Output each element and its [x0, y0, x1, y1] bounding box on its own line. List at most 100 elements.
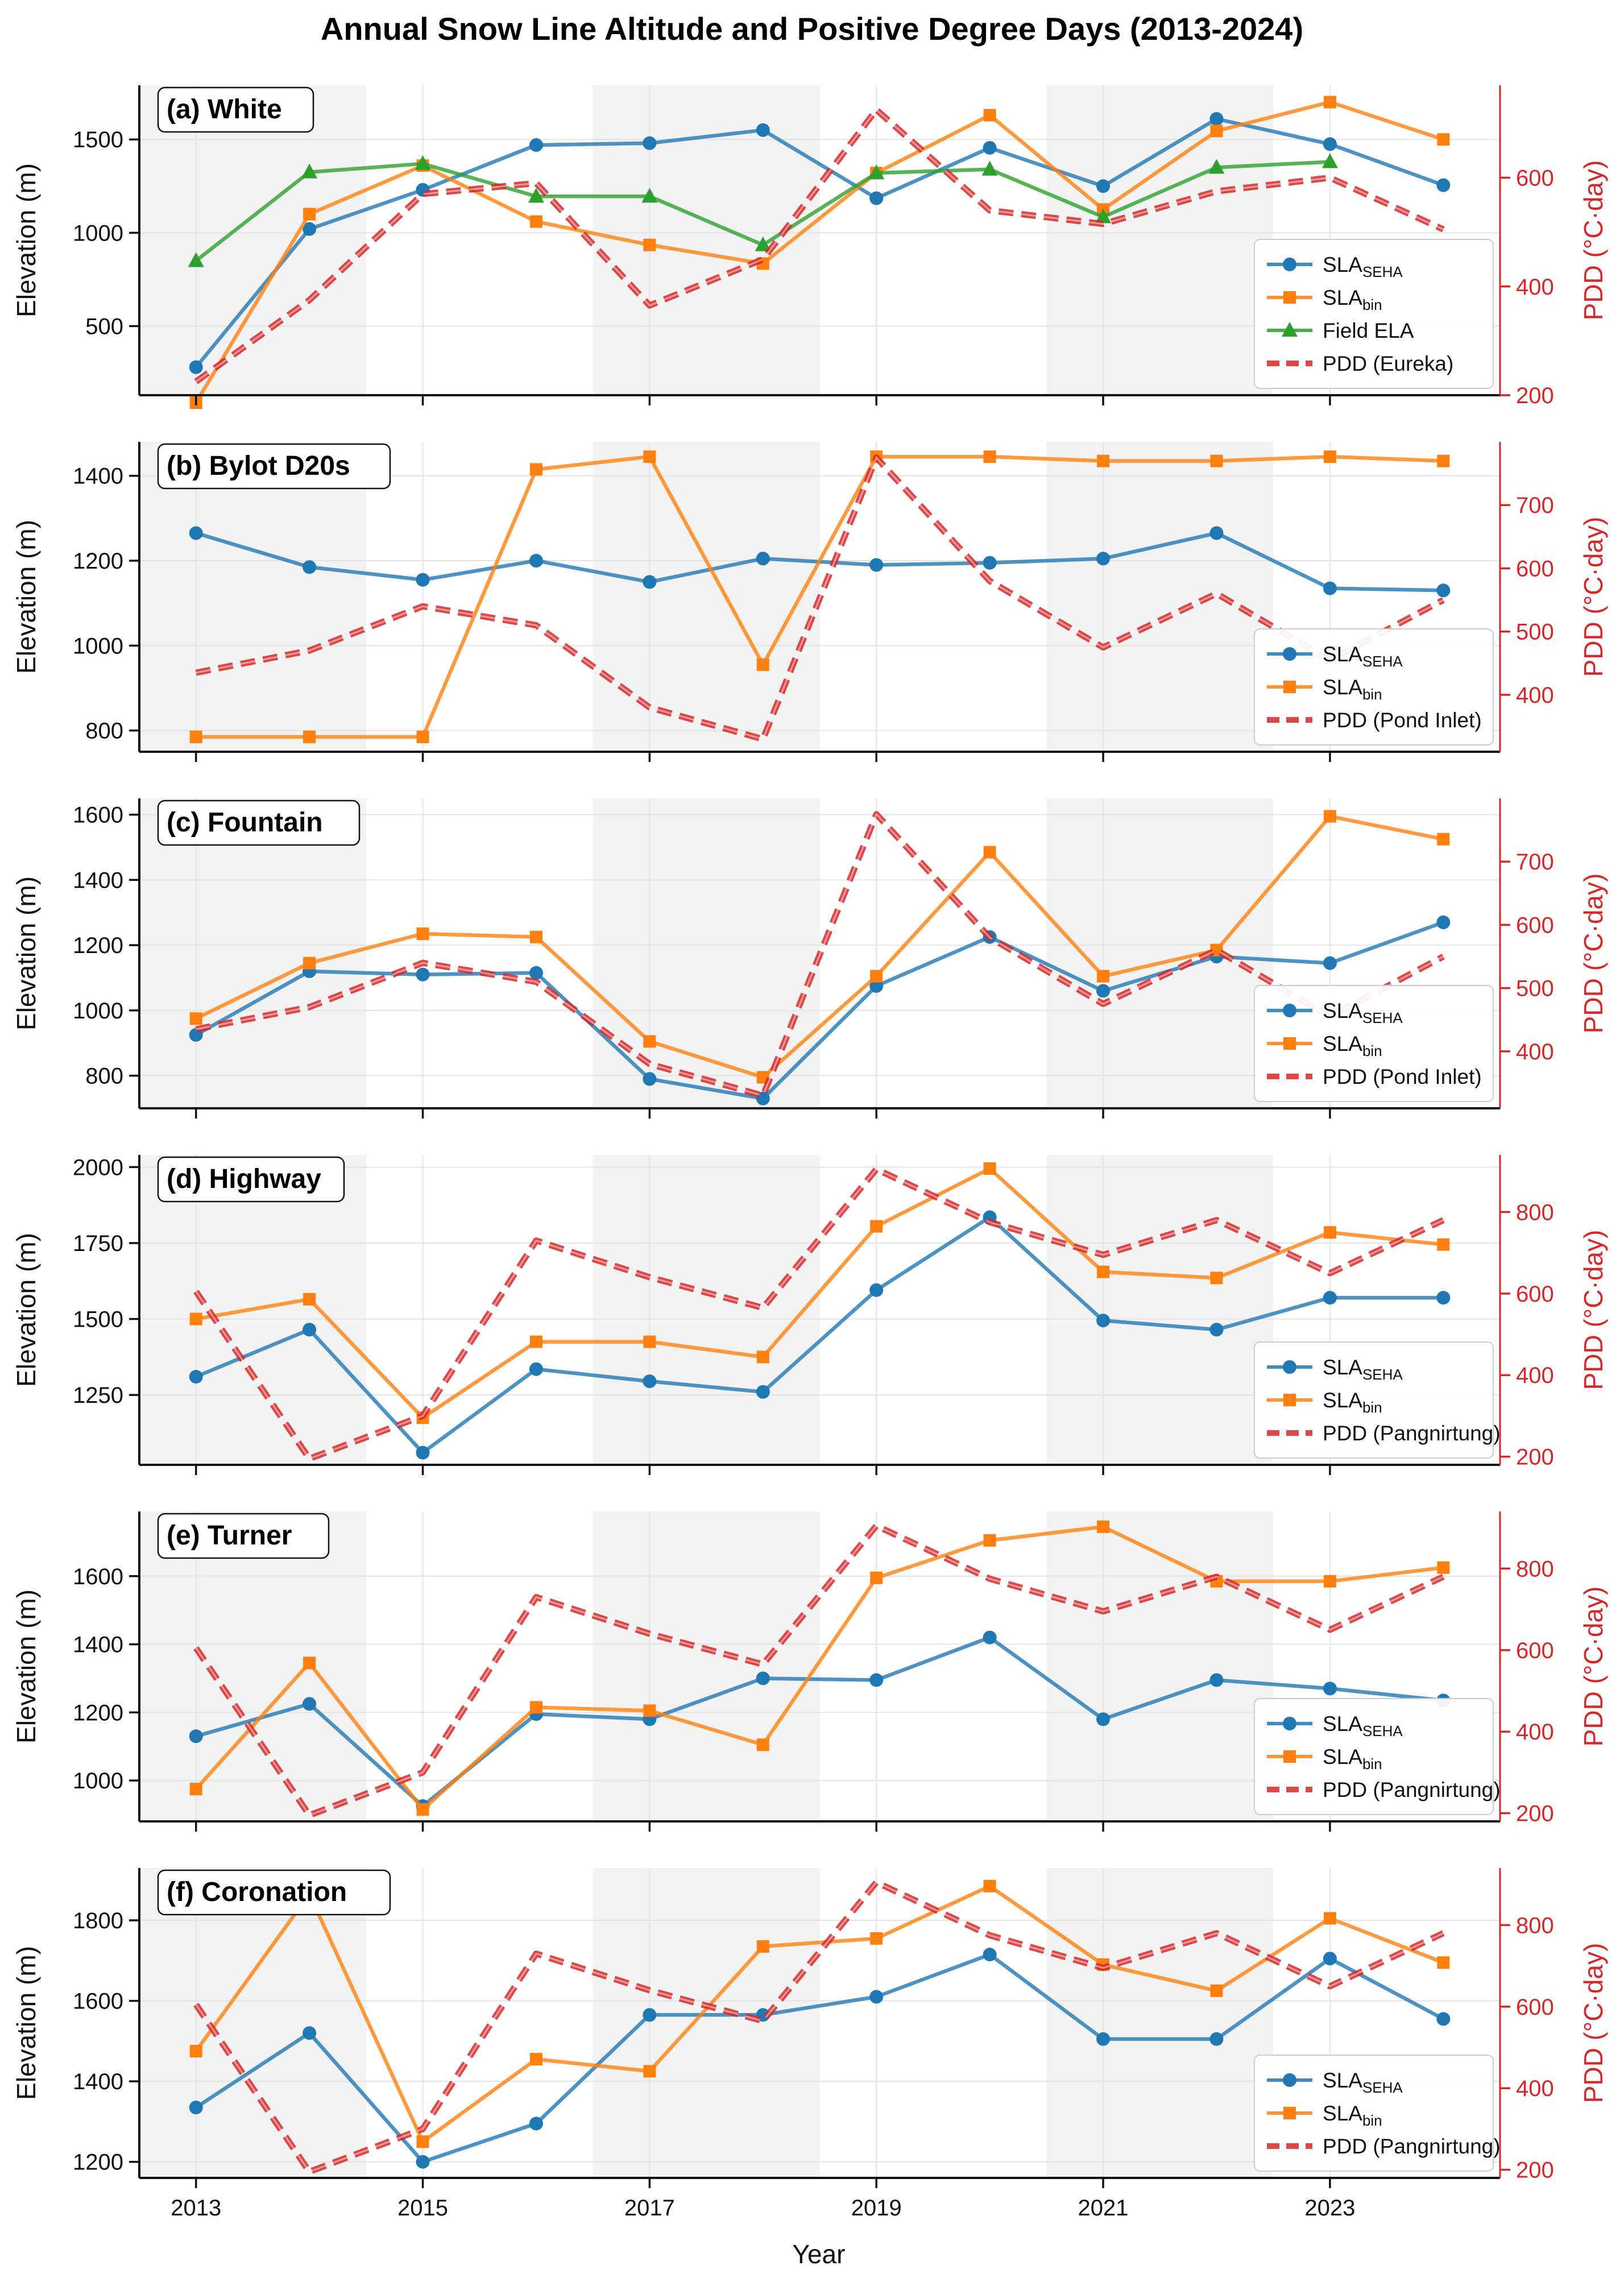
- point-bin-2024: [1437, 1238, 1450, 1251]
- shaded-period: [1046, 85, 1274, 395]
- shaded-period: [593, 1868, 820, 2178]
- y2-tick-label: 400: [1516, 683, 1554, 708]
- point-seha-2017: [643, 1374, 657, 1389]
- y2-tick-label: 800: [1516, 1913, 1554, 1938]
- point-seha-2016: [529, 138, 543, 152]
- y-tick-label: 1600: [73, 803, 123, 828]
- y2-axis-label: PDD (°C·day): [1579, 873, 1608, 1034]
- point-seha-2023: [1323, 1952, 1337, 1966]
- series-line-bin: [196, 454, 1444, 739]
- point-ela-2016: [528, 188, 544, 203]
- point-ela-2019: [868, 164, 885, 180]
- point-ela-2013: [188, 252, 204, 267]
- y-tick-label: 1000: [73, 633, 123, 658]
- point-seha-2014: [303, 2026, 317, 2040]
- point-bin-2023: [1323, 450, 1336, 463]
- legend-label-subscript: SEHA: [1362, 263, 1403, 280]
- point-bin-2015: [416, 730, 429, 743]
- series-line-pdd: [195, 454, 1445, 743]
- y2-tick-label: 600: [1516, 1638, 1554, 1663]
- point-seha-2017: [643, 575, 657, 589]
- point-seha-2014: [303, 1323, 317, 1337]
- y2-axis-label: PDD (°C·day): [1579, 1943, 1608, 2103]
- panel-title: (f) Coronation: [167, 1877, 347, 1907]
- series-line-pdd: [195, 811, 1445, 1099]
- point-seha-2018: [756, 1385, 770, 1399]
- point-bin-2021: [1097, 1520, 1110, 1533]
- point-seha-2020: [983, 1630, 997, 1645]
- point-seha-2022: [1209, 2032, 1224, 2046]
- point-seha-2019: [869, 1990, 884, 2004]
- panel-4: 1250 1500 1750 2000 200 400 600 800 Elevation (m…: [11, 1155, 1608, 1475]
- point-bin-2017: [643, 238, 656, 251]
- legend-swatch-marker-bin: [1283, 2107, 1296, 2119]
- point-seha-2023: [1323, 137, 1337, 151]
- point-seha-2018: [756, 552, 770, 566]
- point-bin-2013: [189, 730, 202, 743]
- y2-tick-label: 500: [1516, 976, 1554, 1001]
- point-seha-2021: [1096, 2032, 1111, 2046]
- point-bin-2022: [1210, 454, 1223, 467]
- point-seha-2018: [756, 123, 770, 137]
- point-bin-2017: [643, 450, 656, 463]
- y2-tick-label: 700: [1516, 493, 1554, 518]
- point-seha-2013: [189, 360, 203, 374]
- legend-label-subscript: SEHA: [1362, 653, 1403, 670]
- legend-label-subscript: SEHA: [1362, 1366, 1403, 1383]
- point-bin-2014: [303, 730, 316, 743]
- series-line-seha: [194, 1952, 1444, 2164]
- legend-label-pdd: PDD (Pangnirtung): [1323, 1778, 1501, 1801]
- point-bin-2024: [1437, 832, 1450, 846]
- point-bin-2014: [303, 1293, 316, 1306]
- point-seha-2015: [416, 1446, 430, 1460]
- y2-tick-label: 600: [1516, 1282, 1554, 1307]
- point-seha-2023: [1323, 956, 1337, 970]
- y2-tick-label: 200: [1516, 1801, 1554, 1826]
- point-bin-2019: [870, 1220, 883, 1233]
- y-tick-label: 1200: [73, 2150, 123, 2175]
- point-seha-2013: [189, 1729, 203, 1743]
- y-axis-label: Elevation (m): [11, 876, 41, 1030]
- series-line-highlight-pdd: [196, 813, 1444, 1097]
- point-seha-2020: [983, 1948, 997, 1962]
- y-tick-label: 1000: [73, 221, 123, 246]
- y-tick-label: 1400: [73, 868, 123, 893]
- point-bin-2013: [189, 1312, 202, 1326]
- legend-swatch-marker-seha: [1283, 1004, 1296, 1017]
- legend-label-pdd: PDD (Pond Inlet): [1323, 1065, 1482, 1088]
- shaded-period: [139, 798, 366, 1108]
- legend-label-subscript: bin: [1362, 1755, 1382, 1772]
- legend-label-subscript: SEHA: [1362, 1009, 1403, 1026]
- legend-box: [1254, 2055, 1494, 2172]
- y-tick-label: 1500: [73, 127, 123, 152]
- panel-title: (a) White: [167, 94, 282, 125]
- point-bin-2020: [983, 1534, 996, 1547]
- legend-box: [1254, 985, 1494, 1102]
- legend-label-subscript: bin: [1362, 1399, 1382, 1416]
- series-line-highlight-pdd: [195, 1525, 1444, 1817]
- point-bin-2016: [529, 1335, 542, 1348]
- y2-tick-label: 400: [1516, 1039, 1554, 1065]
- x-tick-label: 2017: [624, 2196, 675, 2221]
- legend-swatch-marker-bin: [1283, 1394, 1296, 1406]
- y-tick-label: 1000: [73, 1768, 123, 1794]
- legend-label-pdd: PDD (Pond Inlet): [1323, 709, 1482, 732]
- point-bin-2016: [529, 930, 542, 943]
- point-bin-2022: [1210, 1271, 1223, 1285]
- series-line-highlight-pdd: [196, 456, 1444, 740]
- point-bin-2023: [1323, 810, 1336, 823]
- point-seha-2024: [1436, 178, 1451, 192]
- y-tick-label: 1200: [73, 549, 123, 574]
- x-tick-label: 2023: [1304, 2196, 1355, 2221]
- y-tick-label: 1750: [73, 1231, 123, 1256]
- y2-tick-label: 600: [1516, 913, 1554, 938]
- legend-label-subscript: SEHA: [1362, 2079, 1403, 2096]
- point-bin-2015: [416, 1803, 429, 1816]
- point-bin-2018: [756, 1351, 769, 1364]
- y2-tick-label: 600: [1516, 166, 1554, 191]
- legend-swatch-marker-bin: [1283, 291, 1296, 304]
